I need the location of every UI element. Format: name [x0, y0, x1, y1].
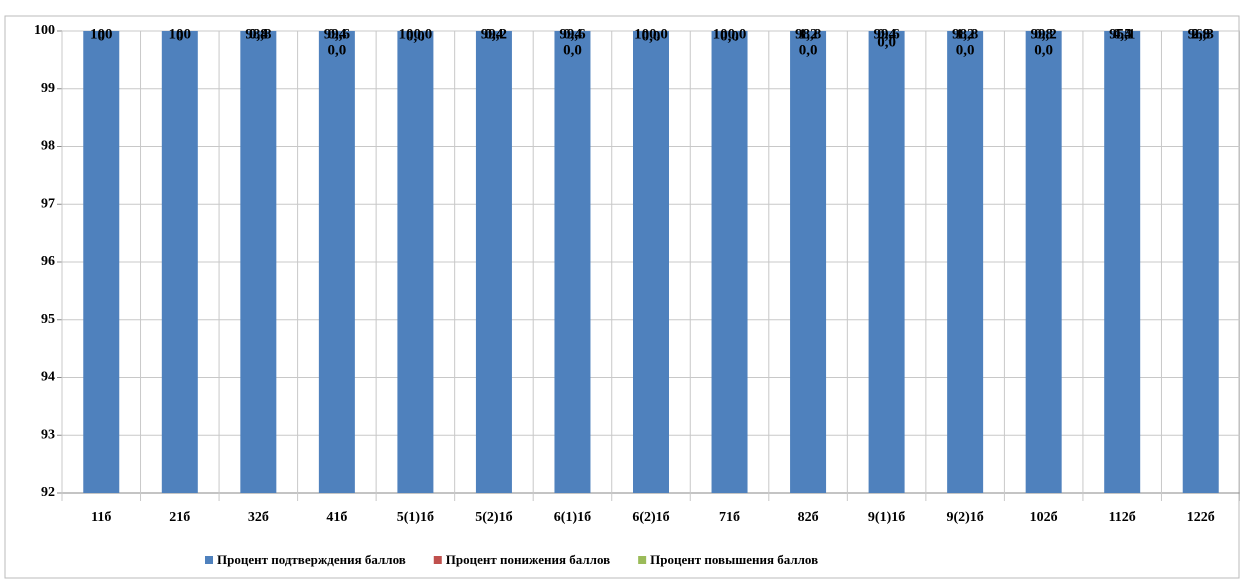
- x-tick-label: 6(1)1б: [554, 510, 591, 525]
- bar-segment: [1104, 31, 1141, 493]
- data-label: 100,0: [713, 26, 747, 42]
- bar-segment: [790, 31, 827, 493]
- data-label: 99,2: [1031, 26, 1057, 42]
- data-label: 98,8: [952, 26, 978, 42]
- bar-segment: [633, 31, 669, 493]
- data-label: 1,2: [799, 26, 818, 42]
- data-label: 0: [98, 28, 106, 44]
- data-label: 0,8: [1191, 26, 1210, 42]
- y-tick-label: 95: [41, 312, 55, 327]
- y-tick-label: 100: [34, 23, 55, 38]
- bar-segment: [1182, 31, 1219, 493]
- y-tick-label: 92: [41, 485, 55, 500]
- y-tick-label: 94: [41, 370, 55, 385]
- data-label: 99,6: [324, 26, 351, 42]
- legend-label: Процент понижения баллов: [446, 552, 610, 567]
- bar-segment: [868, 31, 905, 493]
- data-label: 0,4: [327, 26, 346, 42]
- bar-segment: [318, 31, 355, 493]
- data-label: 2,9: [1191, 26, 1210, 42]
- legend-swatch: [638, 556, 647, 564]
- y-tick-label: 96: [41, 254, 55, 269]
- x-tick-label: 32б: [248, 510, 269, 525]
- data-label: 0,4: [1113, 26, 1132, 42]
- data-label: 0,0: [406, 28, 425, 44]
- legend-swatch: [433, 556, 442, 564]
- data-label: 95,1: [1109, 26, 1135, 42]
- labels: 929394959697989910011б100021б100032б98,8…: [34, 23, 1215, 567]
- x-tick-label: 102б: [1030, 510, 1058, 525]
- x-tick-label: 71б: [719, 510, 740, 525]
- data-label: 0,0: [563, 42, 582, 58]
- data-label: 100,0: [399, 26, 433, 42]
- data-label: 100: [90, 26, 113, 42]
- data-label: 99,6: [559, 26, 586, 42]
- bar-segment: [83, 31, 120, 493]
- y-tick-label: 98: [41, 139, 55, 154]
- data-label: 0,0: [327, 42, 346, 58]
- data-label: 98,8: [245, 26, 271, 42]
- bar-segment: [475, 31, 512, 493]
- data-label: 4,5: [1113, 26, 1132, 42]
- data-label: 0,0: [1034, 42, 1053, 58]
- data-label: 100,0: [634, 26, 668, 42]
- bar-segment: [711, 31, 748, 493]
- data-label: 0,4: [249, 26, 268, 42]
- bar-segment: [947, 31, 984, 493]
- data-label: 0,4: [877, 26, 896, 42]
- data-label: 0: [176, 28, 184, 44]
- legend-swatch: [205, 556, 213, 564]
- data-label: 0,8: [1034, 26, 1053, 42]
- bar-segment: [161, 31, 198, 493]
- data-label: 0,4: [485, 26, 504, 42]
- data-label: 99,2: [481, 26, 507, 42]
- data-label: 1,2: [956, 26, 975, 42]
- data-label: 98,8: [795, 26, 821, 42]
- bars: [83, 31, 1219, 493]
- data-label: 0,0: [877, 34, 896, 50]
- data-label: 96,3: [1188, 26, 1214, 42]
- data-label: 0,0: [720, 28, 739, 44]
- bar-segment: [240, 31, 277, 493]
- data-label: 0,4: [485, 26, 504, 42]
- data-label: 0,4: [563, 26, 582, 42]
- data-label: 0,0: [956, 42, 975, 58]
- bar-segment: [397, 31, 434, 493]
- y-tick-label: 93: [41, 427, 55, 442]
- x-tick-label: 6(2)1б: [632, 510, 669, 525]
- x-tick-label: 9(2)1б: [946, 510, 983, 525]
- bar-segment: [554, 31, 591, 493]
- data-label: 100: [169, 26, 192, 42]
- x-tick-label: 5(1)1б: [397, 510, 434, 525]
- x-tick-label: 122б: [1187, 510, 1215, 525]
- x-tick-label: 11б: [91, 510, 111, 525]
- x-tick-label: 41б: [326, 510, 347, 525]
- data-label: 99,6: [873, 26, 900, 42]
- data-label: 0,8: [249, 26, 268, 42]
- x-tick-label: 21б: [169, 510, 190, 525]
- y-tick-label: 97: [41, 196, 55, 211]
- x-tick-label: 112б: [1109, 510, 1136, 525]
- data-label: 0,0: [642, 28, 661, 44]
- x-tick-label: 9(1)1б: [868, 510, 905, 525]
- legend-label: Процент повышения баллов: [650, 552, 818, 567]
- x-tick-label: 5(2)1б: [475, 510, 512, 525]
- legend-label: Процент подтверждения баллов: [217, 552, 406, 567]
- x-tick-label: 82б: [798, 510, 819, 525]
- bar-segment: [1025, 31, 1062, 493]
- data-label: 0,0: [799, 42, 818, 58]
- y-tick-label: 99: [41, 81, 55, 96]
